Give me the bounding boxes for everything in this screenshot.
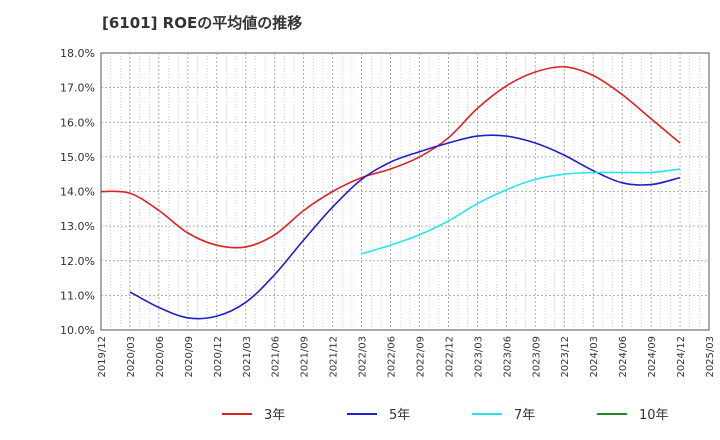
x-tick-label: 2020/12 — [213, 336, 224, 378]
y-tick-label: 13.0% — [60, 220, 95, 233]
legend-label: 5年 — [389, 408, 410, 423]
y-tick-label: 18.0% — [60, 47, 95, 60]
x-tick-label: 2024/03 — [589, 336, 600, 378]
x-tick-label: 2021/06 — [271, 336, 282, 378]
x-tick-label: 2025/03 — [705, 336, 716, 378]
y-axis: 10.0% 11.0% 12.0% 13.0% 14.0% 15.0% 16.0% 17.0%… — [60, 47, 95, 337]
x-tick-label: 2024/09 — [647, 336, 658, 378]
y-tick-label: 17.0% — [60, 82, 95, 95]
legend: 3年 5年 7年 10年 — [222, 408, 669, 423]
x-tick-label: 2021/12 — [329, 336, 340, 378]
y-tick-label: 15.0% — [60, 151, 95, 164]
y-tick-label: 10.0% — [60, 324, 95, 337]
series-line-1 — [100, 65, 681, 249]
x-tick-label: 2023/06 — [502, 336, 513, 378]
y-tick-label: 12.0% — [60, 255, 95, 268]
x-tick-label: 2020/03 — [126, 336, 137, 378]
x-tick-label: 2022/03 — [358, 336, 369, 378]
series-line-3 — [361, 168, 681, 255]
x-tick-label: 2023/09 — [531, 336, 542, 378]
y-tick-label: 16.0% — [60, 116, 95, 129]
x-tick-label: 2023/12 — [560, 336, 571, 378]
legend-label: 3年 — [264, 408, 285, 423]
legend-label: 7年 — [514, 408, 535, 423]
chart-title: [6101] ROEの平均値の推移 — [102, 14, 303, 32]
x-tick-label: 2022/06 — [387, 336, 398, 378]
y-tick-label: 11.0% — [60, 289, 95, 302]
x-tick-label: 2021/09 — [300, 336, 311, 378]
x-tick-label: 2020/09 — [184, 336, 195, 378]
x-tick-label: 2024/06 — [618, 336, 629, 378]
x-tick-label: 2019/12 — [97, 336, 108, 378]
x-tick-label: 2021/03 — [242, 336, 253, 378]
y-tick-label: 14.0% — [60, 186, 95, 199]
series-layer — [100, 65, 681, 320]
legend-label: 10年 — [639, 408, 669, 423]
x-tick-label: 2022/09 — [415, 336, 426, 378]
x-tick-label: 2020/06 — [155, 336, 166, 378]
x-axis: 2019/12 2020/03 2020/06 2020/09 2020/12 2021/… — [97, 336, 716, 378]
x-tick-label: 2023/03 — [473, 336, 484, 378]
series-line-2 — [129, 134, 681, 320]
x-tick-label: 2022/12 — [444, 336, 455, 378]
x-tick-label: 2024/12 — [676, 336, 687, 378]
